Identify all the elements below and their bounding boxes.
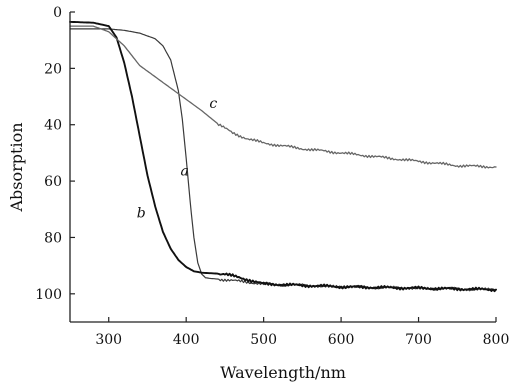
x-tick-label: 500 [250, 332, 277, 348]
ticks-layer: 300 400 500 600 700 800 0 20 40 60 80 100 [35, 5, 509, 348]
y-tick-label: 40 [44, 118, 62, 134]
x-tick-label: 300 [95, 332, 122, 348]
series-line-b [69, 20, 497, 293]
y-tick-label: 60 [44, 174, 62, 190]
curve-labels-layer: a b c [137, 96, 218, 222]
y-axis-label: Absorption [7, 122, 26, 212]
axes-layer [69, 12, 496, 323]
x-tick-label: 600 [328, 332, 355, 348]
series-layer [69, 20, 497, 293]
x-axis-label: Wavelength/nm [220, 363, 346, 382]
y-tick-label: 80 [44, 230, 62, 246]
y-tick-label: 0 [53, 5, 62, 21]
series-line-a [69, 28, 497, 292]
x-tick-label: 700 [405, 332, 432, 348]
y-tick-label: 20 [44, 61, 62, 77]
curve-label-a: a [180, 163, 188, 179]
x-tick-label: 800 [483, 332, 510, 348]
y-tick-label: 100 [35, 287, 62, 303]
curve-label-b: b [137, 206, 146, 222]
x-tick-label: 400 [173, 332, 200, 348]
curve-label-c: c [209, 96, 217, 112]
series-line-c [69, 25, 497, 169]
